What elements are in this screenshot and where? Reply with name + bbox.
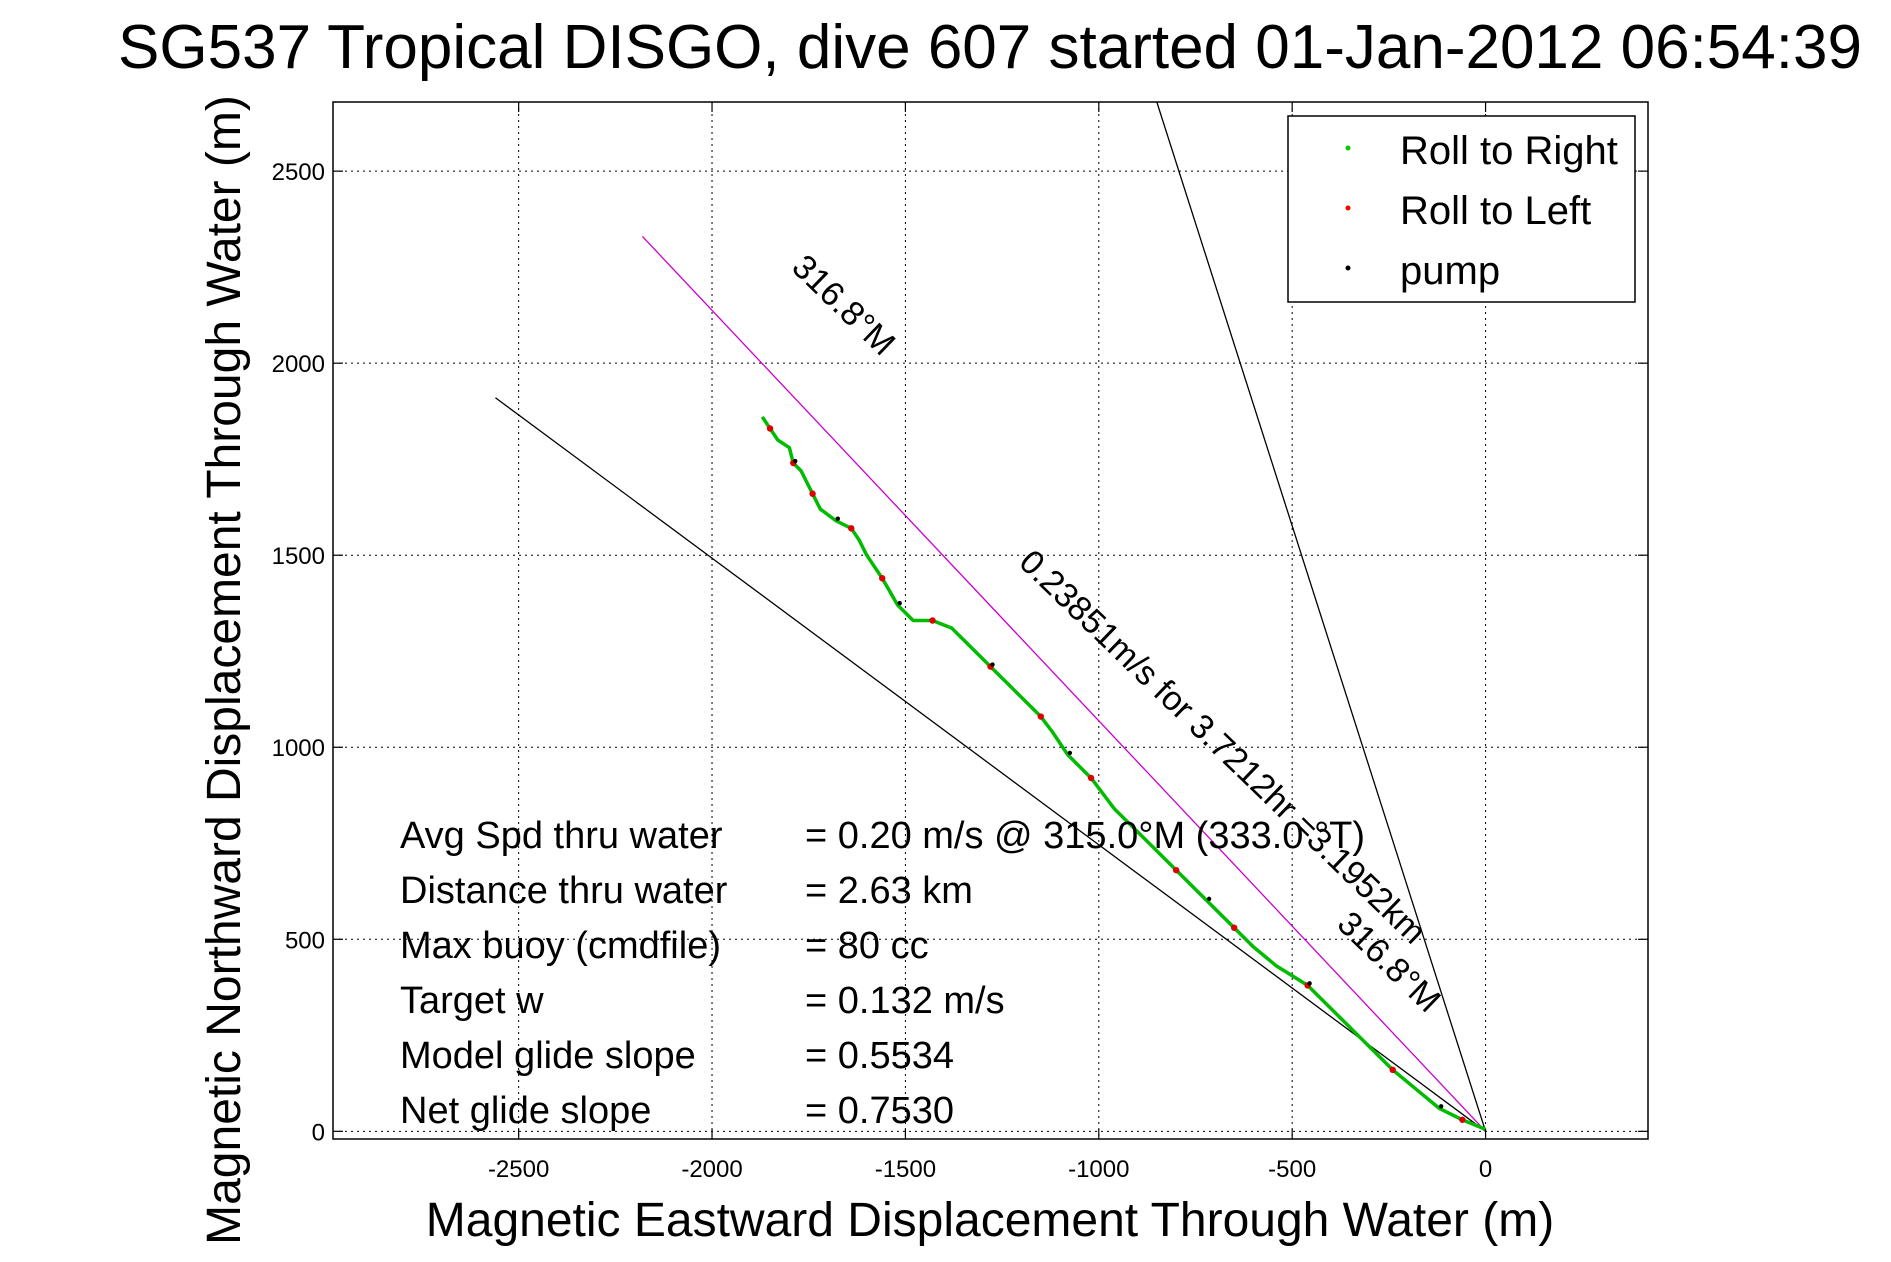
pump-point bbox=[897, 600, 902, 606]
y-axis-label: Magnetic Northward Displacement Through … bbox=[198, 95, 251, 1245]
legend-entry: Roll to Right bbox=[1400, 129, 1618, 173]
roll-left-point bbox=[1230, 924, 1238, 931]
x-tick-label: -2500 bbox=[488, 1156, 549, 1183]
stat-label: Model glide slope bbox=[400, 1035, 696, 1077]
x-tick-label: -500 bbox=[1268, 1156, 1316, 1183]
pump-point bbox=[793, 458, 798, 464]
stat-label: Target w bbox=[400, 980, 544, 1022]
stat-label: Net glide slope bbox=[400, 1090, 651, 1132]
chart-title: SG537 Tropical DISGO, dive 607 started 0… bbox=[118, 13, 1862, 82]
legend-marker bbox=[1345, 265, 1351, 271]
roll-left-point bbox=[1087, 774, 1095, 782]
y-tick-label: 2000 bbox=[272, 351, 325, 378]
roll-left-point bbox=[848, 525, 855, 532]
plot-frame bbox=[332, 101, 1649, 1140]
legend-entry: pump bbox=[1400, 249, 1500, 293]
legend: Roll to Right Roll to Left pump bbox=[1287, 115, 1636, 303]
stat-label: Distance thru water bbox=[400, 870, 728, 912]
tick-labels: -2500 -2000 -1500 -1000 -500 0 0 500 1000 1500 200… bbox=[272, 102, 1648, 1183]
y-tick-label: 1500 bbox=[272, 543, 325, 570]
y-tick-label: 2500 bbox=[272, 159, 325, 186]
stat-value: = 0.20 m/s @ 315.0°M (333.0 °T) bbox=[805, 815, 1365, 857]
stat-label: Max buoy (cmdfile) bbox=[400, 925, 721, 967]
roll-left-point bbox=[809, 490, 816, 497]
roll-left-point bbox=[1389, 1066, 1396, 1074]
legend-marker bbox=[1345, 145, 1351, 151]
roll-left-point bbox=[1172, 866, 1180, 874]
roll-left-point bbox=[929, 617, 936, 624]
pump-point bbox=[1067, 750, 1073, 756]
stat-value: = 80 cc bbox=[805, 925, 929, 967]
stat-label: Avg Spd thru water bbox=[400, 815, 723, 857]
pump-point bbox=[1438, 1104, 1444, 1109]
track-layer bbox=[760, 415, 1487, 1132]
pump-point bbox=[1206, 896, 1212, 902]
x-tick-label: -2000 bbox=[681, 1156, 742, 1183]
stat-value: = 2.63 km bbox=[805, 870, 973, 912]
heading-line bbox=[641, 235, 1487, 1132]
heading-wedge-line bbox=[1156, 101, 1487, 1132]
grid-lines bbox=[333, 102, 1648, 1139]
dive-stats: Avg Spd thru water = 0.20 m/s @ 315.0°M (… bbox=[400, 815, 1365, 1132]
y-tick-label: 500 bbox=[285, 927, 325, 954]
legend-entry: Roll to Left bbox=[1400, 189, 1591, 233]
pump-point bbox=[1307, 981, 1312, 986]
pump-point bbox=[835, 516, 840, 521]
x-axis-label: Magnetic Eastward Displacement Through W… bbox=[426, 1194, 1554, 1247]
stat-value: = 0.7530 bbox=[805, 1090, 954, 1132]
x-tick-label: -1500 bbox=[875, 1156, 936, 1183]
roll-left-point bbox=[879, 575, 886, 582]
heading-lines bbox=[495, 101, 1487, 1132]
roll-left-point bbox=[1459, 1116, 1466, 1123]
stat-value: = 0.132 m/s bbox=[805, 980, 1005, 1022]
heading-wedge-line bbox=[495, 397, 1486, 1132]
y-tick-label: 1000 bbox=[272, 735, 325, 762]
roll-left-point bbox=[1037, 713, 1044, 720]
roll-left-point bbox=[766, 425, 774, 432]
x-tick-label: -1000 bbox=[1068, 1156, 1129, 1183]
pump-point bbox=[990, 662, 995, 667]
stat-value: = 0.5534 bbox=[805, 1035, 954, 1077]
legend-marker bbox=[1345, 205, 1351, 211]
y-tick-label: 0 bbox=[312, 1119, 325, 1146]
x-tick-label: 0 bbox=[1479, 1156, 1492, 1183]
